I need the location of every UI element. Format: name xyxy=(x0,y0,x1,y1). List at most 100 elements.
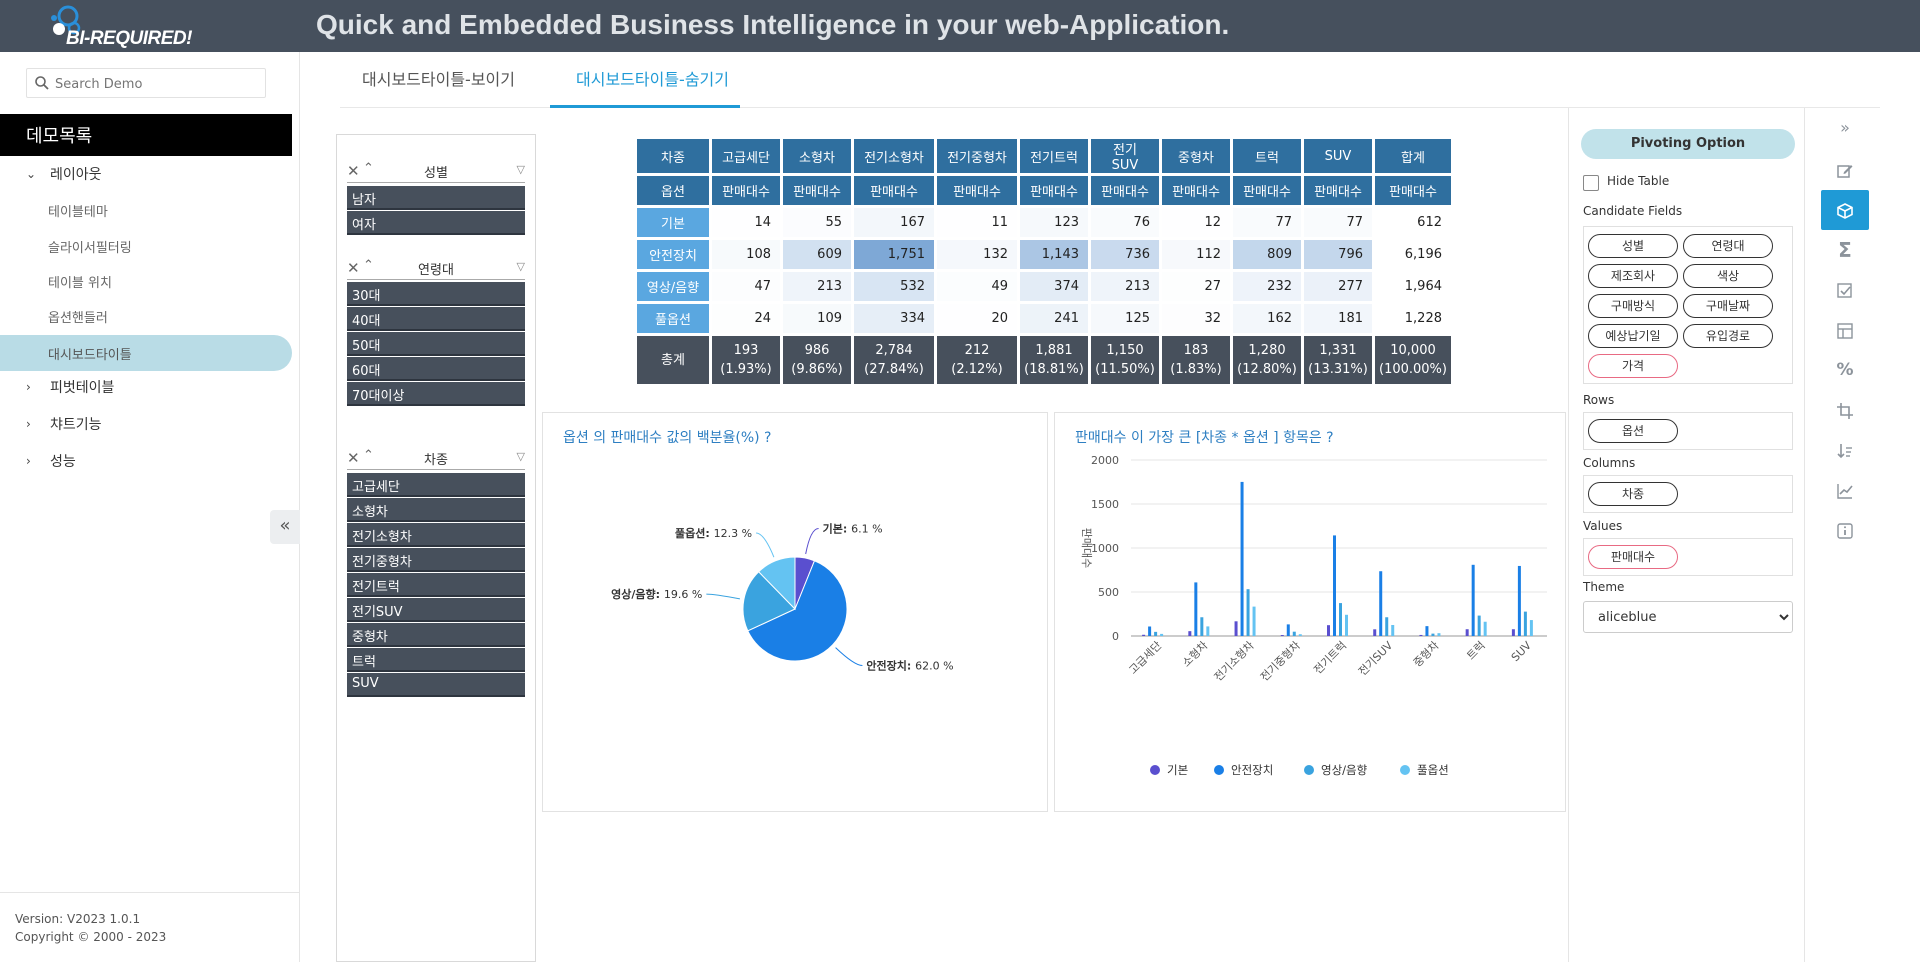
bar[interactable] xyxy=(1471,564,1475,636)
filter-icon[interactable]: ▽ xyxy=(516,450,525,463)
pivot-cell[interactable]: 77 xyxy=(1233,208,1301,237)
bar[interactable] xyxy=(1523,611,1527,636)
pivot-column-header[interactable]: 중형차 xyxy=(1162,139,1230,173)
pivot-cell[interactable]: 1,228 xyxy=(1375,304,1451,333)
chart-icon[interactable] xyxy=(1821,470,1869,510)
pivot-cell[interactable]: 76 xyxy=(1091,208,1159,237)
pivot-column-header[interactable]: 전기SUV xyxy=(1091,139,1159,173)
menu-group-performance[interactable]: › 성능 xyxy=(26,448,76,474)
pivot-cell[interactable]: 334 xyxy=(854,304,934,333)
bar[interactable] xyxy=(1292,631,1296,636)
bar[interactable] xyxy=(1148,626,1152,636)
pivot-cell[interactable]: 1,964 xyxy=(1375,272,1451,301)
filter-icon[interactable]: ▽ xyxy=(516,260,525,273)
sigma-icon[interactable]: Σ xyxy=(1838,238,1852,262)
slicer-item[interactable]: SUV xyxy=(347,673,525,697)
bar[interactable] xyxy=(1327,625,1330,636)
filter-icon[interactable]: ▽ xyxy=(516,163,525,176)
bar[interactable] xyxy=(1160,633,1164,636)
slicer-item[interactable]: 트럭 xyxy=(347,648,525,672)
tab-dashboard-title-hide[interactable]: 대시보드타이틀-숨기기 xyxy=(576,70,729,89)
pivot-cell[interactable]: 1,143 xyxy=(1020,240,1088,269)
candidate-field-chip[interactable]: 색상 xyxy=(1683,264,1773,288)
bar[interactable] xyxy=(1385,617,1389,636)
pivot-cell[interactable]: 55 xyxy=(783,208,851,237)
checklist-icon[interactable] xyxy=(1821,270,1869,310)
hide-table-checkbox[interactable] xyxy=(1583,175,1599,191)
pivot-column-header[interactable]: 전기중형차 xyxy=(937,139,1017,173)
bar[interactable] xyxy=(1206,626,1210,636)
menu-item-dashboard-title[interactable]: 대시보드타이틀 xyxy=(48,347,132,363)
slicer-item[interactable]: 여자 xyxy=(347,211,525,235)
bar[interactable] xyxy=(1477,615,1481,636)
pivot-cell[interactable]: 277 xyxy=(1304,272,1372,301)
pivot-row-header[interactable]: 기본 xyxy=(637,208,709,237)
bar[interactable] xyxy=(1437,633,1441,636)
slicer-item[interactable]: 50대 xyxy=(347,332,525,356)
pivot-column-header[interactable]: 트럭 xyxy=(1233,139,1301,173)
collapse-up-icon[interactable]: ⌃ xyxy=(363,448,374,463)
pivot-cell[interactable]: 112 xyxy=(1162,240,1230,269)
expand-icon[interactable]: » xyxy=(1840,118,1850,137)
pivot-total-cell[interactable]: 986 (9.86%) xyxy=(783,336,851,384)
pivot-cell[interactable]: 47 xyxy=(712,272,780,301)
bar[interactable] xyxy=(1431,633,1435,636)
search-box[interactable] xyxy=(26,68,266,98)
bar[interactable] xyxy=(1373,629,1377,636)
pivot-total-cell[interactable]: 1,331 (13.31%) xyxy=(1304,336,1372,384)
pivot-cell[interactable]: 167 xyxy=(854,208,934,237)
candidate-field-chip[interactable]: 구매방식 xyxy=(1588,294,1678,318)
pivot-cell[interactable]: 108 xyxy=(712,240,780,269)
pivot-total-cell[interactable]: 10,000 (100.00%) xyxy=(1375,336,1451,384)
menu-item-table-position[interactable]: 테이블 위치 xyxy=(48,275,112,291)
slicer-item[interactable]: 60대 xyxy=(347,357,525,381)
legend-item[interactable]: 영상/음향 xyxy=(1304,763,1368,777)
bar[interactable] xyxy=(1391,625,1395,636)
clear-filter-icon[interactable]: ✕ xyxy=(347,162,360,180)
slicer-item[interactable]: 30대 xyxy=(347,282,525,306)
pivot-cell[interactable]: 11 xyxy=(937,208,1017,237)
candidate-field-chip[interactable]: 성별 xyxy=(1588,234,1678,258)
bar[interactable] xyxy=(1517,565,1521,636)
pivot-cell[interactable]: 809 xyxy=(1233,240,1301,269)
slicer-item[interactable]: 전기중형차 xyxy=(347,548,525,572)
bar[interactable] xyxy=(1200,617,1204,636)
logo[interactable]: BI-REQUIRED! xyxy=(46,2,206,50)
slicer-item[interactable]: 전기SUV xyxy=(347,598,525,622)
bar[interactable] xyxy=(1280,635,1284,636)
menu-group-chart-features[interactable]: › 챠트기능 xyxy=(26,411,102,437)
pivot-cell[interactable]: 6,196 xyxy=(1375,240,1451,269)
bar[interactable] xyxy=(1142,634,1146,636)
pivot-cell[interactable]: 232 xyxy=(1233,272,1301,301)
legend-item[interactable]: 안전장치 xyxy=(1214,763,1273,777)
pivot-cell[interactable]: 241 xyxy=(1020,304,1088,333)
bar[interactable] xyxy=(1511,629,1515,636)
pivot-cell[interactable]: 213 xyxy=(783,272,851,301)
menu-group-pivot-table[interactable]: › 피벗테이블 xyxy=(26,374,114,400)
bar[interactable] xyxy=(1379,571,1383,636)
pivot-cell[interactable]: 125 xyxy=(1091,304,1159,333)
menu-item-table-theme[interactable]: 테이블테마 xyxy=(48,204,108,220)
pivot-cell[interactable]: 49 xyxy=(937,272,1017,301)
percent-icon[interactable]: % xyxy=(1836,360,1854,380)
pivot-column-header[interactable]: 소형차 xyxy=(783,139,851,173)
pivot-column-header[interactable]: 합계 xyxy=(1375,139,1451,173)
pivot-cell[interactable]: 109 xyxy=(783,304,851,333)
layout-icon[interactable] xyxy=(1821,310,1869,350)
pie-slice[interactable] xyxy=(757,556,796,611)
legend-item[interactable]: 기본 xyxy=(1150,763,1188,777)
tab-dashboard-title-show[interactable]: 대시보드타이틀-보이기 xyxy=(362,70,515,89)
bar[interactable] xyxy=(1246,589,1250,636)
pivot-cell[interactable]: 213 xyxy=(1091,272,1159,301)
slicer-item[interactable]: 남자 xyxy=(347,186,525,210)
candidate-field-chip[interactable]: 연령대 xyxy=(1683,234,1773,258)
clear-filter-icon[interactable]: ✕ xyxy=(347,259,360,277)
bar[interactable] xyxy=(1298,634,1302,636)
menu-item-option-handler[interactable]: 옵션핸들러 xyxy=(48,310,108,326)
pivot-cell[interactable]: 24 xyxy=(712,304,780,333)
sort-icon[interactable] xyxy=(1821,430,1869,470)
pivot-cell[interactable]: 123 xyxy=(1020,208,1088,237)
values-field-chip[interactable]: 판매대수 xyxy=(1588,545,1678,569)
pivot-cell[interactable]: 77 xyxy=(1304,208,1372,237)
pivot-total-cell[interactable]: 2,784 (27.84%) xyxy=(854,336,934,384)
